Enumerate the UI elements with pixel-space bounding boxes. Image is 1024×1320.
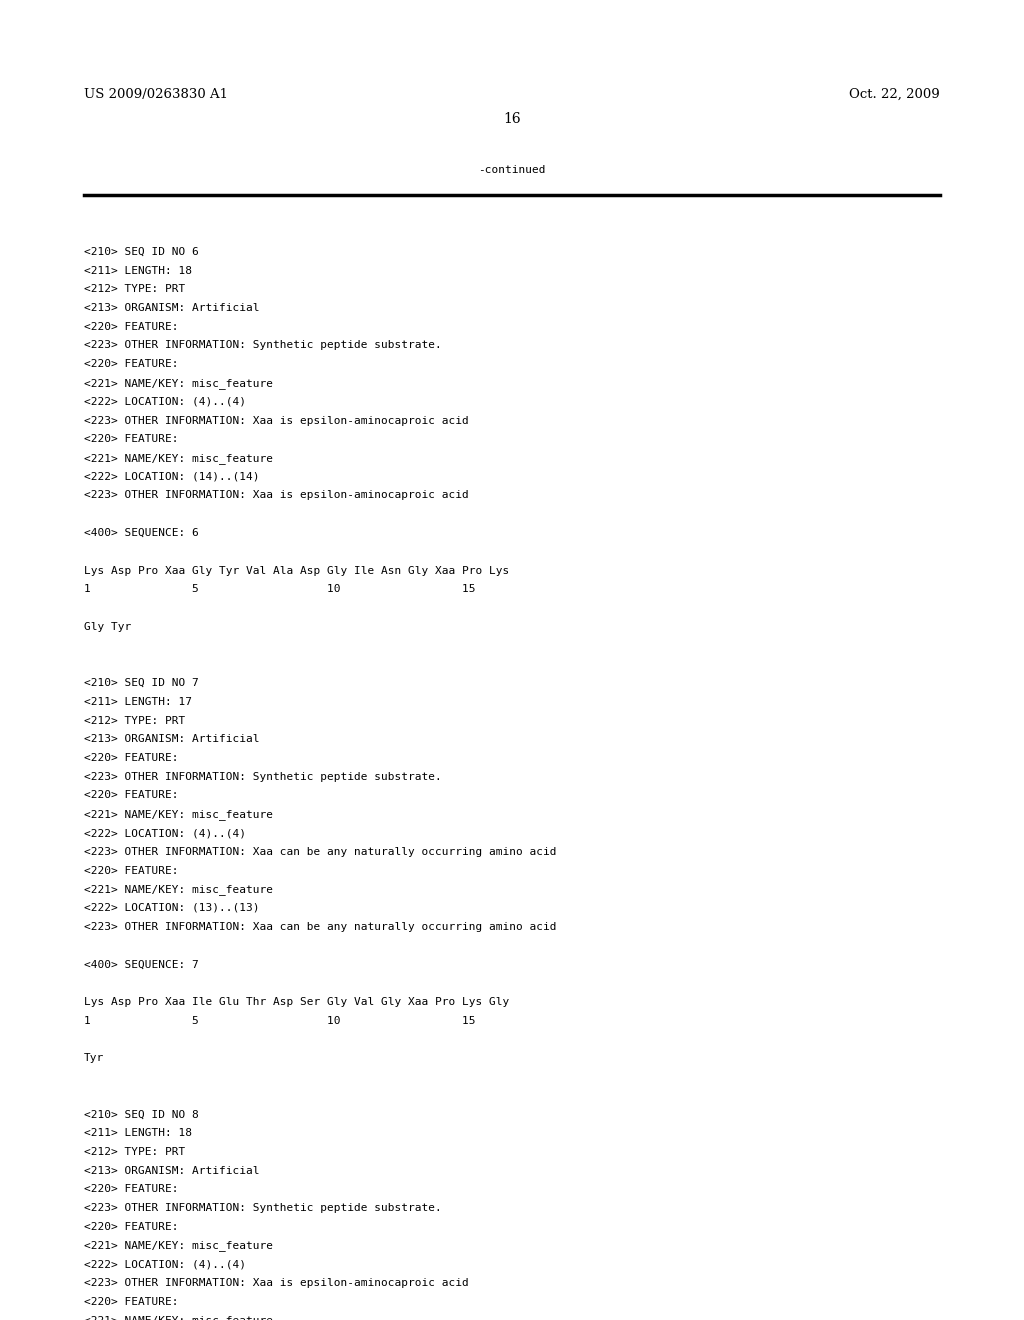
Text: <220> FEATURE:: <220> FEATURE:	[84, 434, 178, 445]
Text: <212> TYPE: PRT: <212> TYPE: PRT	[84, 284, 185, 294]
Text: <221> NAME/KEY: misc_feature: <221> NAME/KEY: misc_feature	[84, 809, 273, 820]
Text: <223> OTHER INFORMATION: Xaa can be any naturally occurring amino acid: <223> OTHER INFORMATION: Xaa can be any …	[84, 846, 556, 857]
Text: Gly Tyr: Gly Tyr	[84, 622, 131, 632]
Text: <212> TYPE: PRT: <212> TYPE: PRT	[84, 715, 185, 726]
Text: <222> LOCATION: (4)..(4): <222> LOCATION: (4)..(4)	[84, 828, 246, 838]
Text: <210> SEQ ID NO 7: <210> SEQ ID NO 7	[84, 678, 199, 688]
Text: <223> OTHER INFORMATION: Xaa is epsilon-aminocaproic acid: <223> OTHER INFORMATION: Xaa is epsilon-…	[84, 416, 469, 425]
Text: Lys Asp Pro Xaa Ile Glu Thr Asp Ser Gly Val Gly Xaa Pro Lys Gly: Lys Asp Pro Xaa Ile Glu Thr Asp Ser Gly …	[84, 997, 509, 1007]
Text: <222> LOCATION: (13)..(13): <222> LOCATION: (13)..(13)	[84, 903, 259, 913]
Text: Tyr: Tyr	[84, 1053, 104, 1063]
Text: <213> ORGANISM: Artificial: <213> ORGANISM: Artificial	[84, 304, 259, 313]
Text: Lys Asp Pro Xaa Gly Tyr Val Ala Asp Gly Ile Asn Gly Xaa Pro Lys: Lys Asp Pro Xaa Gly Tyr Val Ala Asp Gly …	[84, 565, 509, 576]
Text: <220> FEATURE:: <220> FEATURE:	[84, 791, 178, 800]
Text: <220> FEATURE:: <220> FEATURE:	[84, 1184, 178, 1195]
Text: <211> LENGTH: 18: <211> LENGTH: 18	[84, 1129, 191, 1138]
Text: 1               5                   10                  15: 1 5 10 15	[84, 1015, 475, 1026]
Text: <213> ORGANISM: Artificial: <213> ORGANISM: Artificial	[84, 734, 259, 744]
Text: 16: 16	[503, 112, 521, 125]
Text: <212> TYPE: PRT: <212> TYPE: PRT	[84, 1147, 185, 1156]
Text: <223> OTHER INFORMATION: Xaa is epsilon-aminocaproic acid: <223> OTHER INFORMATION: Xaa is epsilon-…	[84, 491, 469, 500]
Text: <222> LOCATION: (4)..(4): <222> LOCATION: (4)..(4)	[84, 1259, 246, 1270]
Text: <220> FEATURE:: <220> FEATURE:	[84, 1222, 178, 1232]
Text: <211> LENGTH: 18: <211> LENGTH: 18	[84, 265, 191, 276]
Text: <210> SEQ ID NO 8: <210> SEQ ID NO 8	[84, 1109, 199, 1119]
Text: <222> LOCATION: (14)..(14): <222> LOCATION: (14)..(14)	[84, 471, 259, 482]
Text: <220> FEATURE:: <220> FEATURE:	[84, 322, 178, 331]
Text: <223> OTHER INFORMATION: Synthetic peptide substrate.: <223> OTHER INFORMATION: Synthetic pepti…	[84, 341, 441, 351]
Text: <213> ORGANISM: Artificial: <213> ORGANISM: Artificial	[84, 1166, 259, 1176]
Text: <220> FEATURE:: <220> FEATURE:	[84, 1296, 178, 1307]
Text: <220> FEATURE:: <220> FEATURE:	[84, 866, 178, 875]
Text: <211> LENGTH: 17: <211> LENGTH: 17	[84, 697, 191, 706]
Text: Oct. 22, 2009: Oct. 22, 2009	[849, 88, 940, 102]
Text: <400> SEQUENCE: 7: <400> SEQUENCE: 7	[84, 960, 199, 969]
Text: <222> LOCATION: (4)..(4): <222> LOCATION: (4)..(4)	[84, 397, 246, 407]
Text: <223> OTHER INFORMATION: Synthetic peptide substrate.: <223> OTHER INFORMATION: Synthetic pepti…	[84, 772, 441, 781]
Text: <221> NAME/KEY: misc_feature: <221> NAME/KEY: misc_feature	[84, 378, 273, 389]
Text: <400> SEQUENCE: 6: <400> SEQUENCE: 6	[84, 528, 199, 539]
Text: <221> NAME/KEY: misc_feature: <221> NAME/KEY: misc_feature	[84, 884, 273, 895]
Text: <223> OTHER INFORMATION: Synthetic peptide substrate.: <223> OTHER INFORMATION: Synthetic pepti…	[84, 1203, 441, 1213]
Text: <221> NAME/KEY: misc_feature: <221> NAME/KEY: misc_feature	[84, 453, 273, 463]
Text: <220> FEATURE:: <220> FEATURE:	[84, 359, 178, 370]
Text: US 2009/0263830 A1: US 2009/0263830 A1	[84, 88, 228, 102]
Text: <221> NAME/KEY: misc_feature: <221> NAME/KEY: misc_feature	[84, 1316, 273, 1320]
Text: 1               5                   10                  15: 1 5 10 15	[84, 585, 475, 594]
Text: <210> SEQ ID NO 6: <210> SEQ ID NO 6	[84, 247, 199, 257]
Text: <223> OTHER INFORMATION: Xaa is epsilon-aminocaproic acid: <223> OTHER INFORMATION: Xaa is epsilon-…	[84, 1278, 469, 1288]
Text: <220> FEATURE:: <220> FEATURE:	[84, 752, 178, 763]
Text: <223> OTHER INFORMATION: Xaa can be any naturally occurring amino acid: <223> OTHER INFORMATION: Xaa can be any …	[84, 921, 556, 932]
Text: -continued: -continued	[478, 165, 546, 176]
Text: <221> NAME/KEY: misc_feature: <221> NAME/KEY: misc_feature	[84, 1241, 273, 1251]
